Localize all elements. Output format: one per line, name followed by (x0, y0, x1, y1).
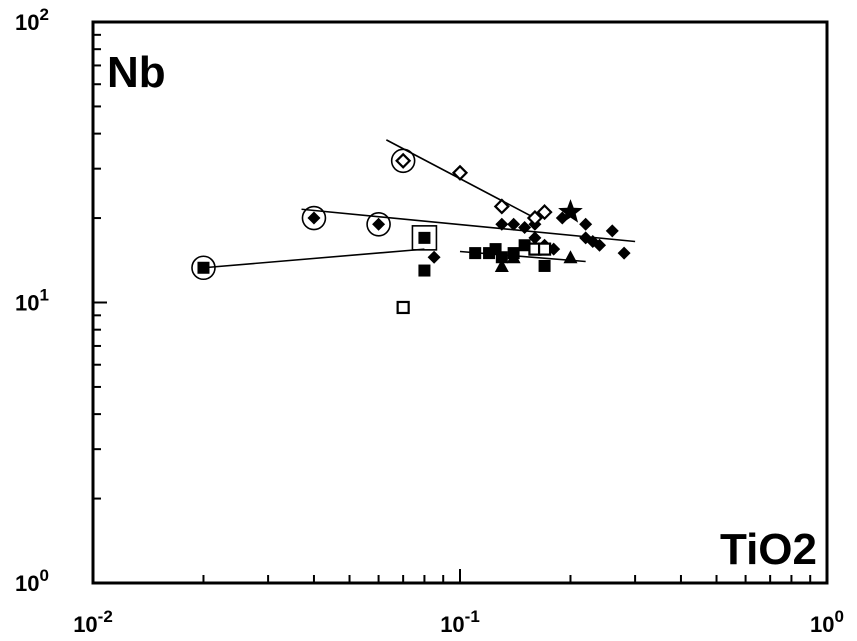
x-tick-label-base: 10 (810, 612, 834, 637)
filled-diamond-point (507, 217, 521, 231)
x-tick-label-exponent: 0 (835, 607, 844, 626)
filled-diamond-point (495, 217, 509, 231)
filled-diamond-point (427, 250, 441, 264)
filled-triangle-point (494, 258, 509, 272)
highlight-circle (191, 255, 216, 281)
filled-square-point (495, 251, 508, 264)
filled-diamond-point (579, 217, 593, 231)
x-tick-label-base: 10 (440, 612, 464, 637)
y-tick-label: 100 (15, 566, 49, 596)
y-tick-label-exponent: 0 (39, 566, 48, 585)
highlight-box (411, 225, 438, 251)
highlight-circle (366, 212, 391, 237)
filled-triangle-point (563, 250, 578, 264)
y-tick-label-base: 10 (15, 291, 39, 316)
y-tick-label-base: 10 (15, 10, 39, 35)
filled-square-point (197, 261, 210, 274)
star-point (558, 199, 583, 223)
plot-border (91, 20, 829, 585)
open-diamond-point (395, 152, 412, 169)
filled-diamond-point (528, 231, 542, 245)
x-tick-label-exponent: -1 (465, 607, 480, 626)
filled-diamond-point (307, 211, 321, 225)
highlight-circle (390, 148, 416, 174)
filled-diamond-point (372, 217, 386, 231)
filled-square-point (418, 231, 431, 244)
open-diamond-point (493, 198, 510, 215)
trend-line (301, 208, 636, 243)
filled-square-point (538, 259, 551, 272)
open-square-point (537, 242, 552, 256)
y-tick-label-exponent: 1 (39, 286, 48, 305)
open-square-point (396, 300, 410, 315)
open-diamond-point (536, 204, 553, 221)
filled-diamond-point (605, 224, 619, 238)
x-tick-label-base: 10 (73, 612, 97, 637)
filled-square-point (418, 264, 431, 277)
y-tick-label: 101 (15, 286, 49, 316)
filled-square-point (469, 247, 482, 260)
highlight-circle (301, 205, 327, 231)
y-tick-label: 102 (15, 5, 49, 35)
trend-line (203, 248, 425, 269)
y-tick-label-base: 10 (15, 571, 39, 596)
x-tick-label: 100 (810, 607, 844, 637)
open-diamond-point (451, 164, 469, 181)
filled-triangle-point (506, 250, 521, 264)
x-axis-label: TiO2 (720, 525, 817, 574)
x-tick-label: 10-2 (73, 607, 113, 637)
x-tick-label-exponent: -2 (98, 607, 113, 626)
data-points (191, 148, 631, 315)
y-tick-label-exponent: 2 (39, 5, 48, 24)
filled-square-point (518, 239, 531, 252)
open-diamond-point (526, 210, 543, 227)
filled-square-point (483, 247, 496, 260)
plot-frame (91, 20, 829, 585)
y-axis-label: Nb (107, 48, 166, 97)
x-tick-label: 10-1 (440, 607, 480, 637)
filled-diamond-point (518, 221, 532, 235)
filled-diamond-point (617, 246, 631, 260)
filled-diamond-point (593, 238, 607, 252)
